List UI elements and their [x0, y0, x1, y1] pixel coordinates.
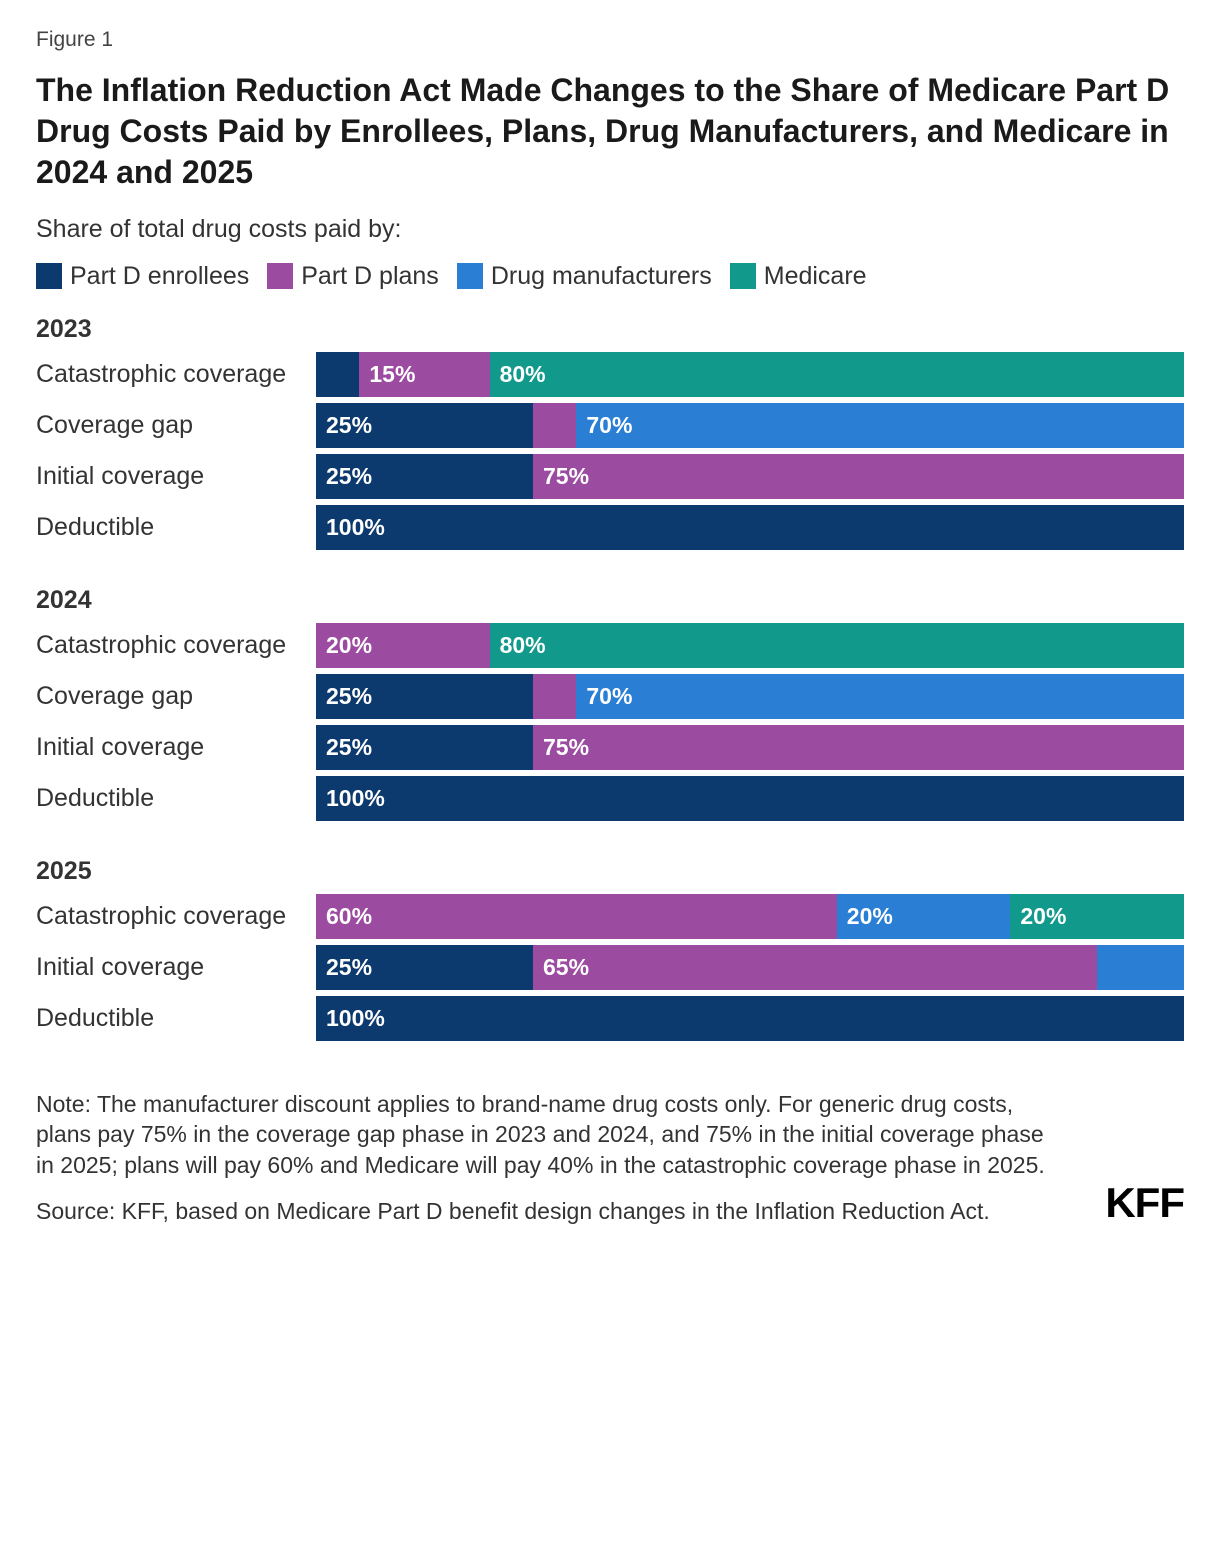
legend-item: Drug manufacturers: [457, 262, 712, 291]
bar-segment-medicare: 80%: [490, 352, 1184, 397]
bar-segment-medicare: 80%: [490, 623, 1184, 668]
stacked-bar: 25% 70%: [316, 403, 1184, 448]
legend-item: Medicare: [730, 262, 867, 291]
bar-segment-manufacturers: 70%: [576, 403, 1184, 448]
bar-row: Deductible100%: [36, 776, 1184, 821]
year-group: 2023Catastrophic coverage15%80%Coverage …: [36, 315, 1184, 550]
bar-row: Catastrophic coverage15%80%: [36, 352, 1184, 397]
legend-swatch: [36, 263, 62, 289]
stacked-bar: 15%80%: [316, 352, 1184, 397]
stacked-bar: 25% 70%: [316, 674, 1184, 719]
bar-segment-enrollees: 25%: [316, 674, 533, 719]
year-group: 2025Catastrophic coverage60%20%20%Initia…: [36, 857, 1184, 1041]
bar-segment-enrollees: 25%: [316, 725, 533, 770]
stacked-bar: 25%75%: [316, 725, 1184, 770]
legend-label: Part D plans: [301, 262, 439, 291]
bar-segment-manufacturers: 70%: [576, 674, 1184, 719]
year-label: 2025: [36, 857, 1184, 886]
bar-row: Initial coverage25%65%: [36, 945, 1184, 990]
bar-segment-enrollees: 25%: [316, 403, 533, 448]
bar-segment-enrollees: 25%: [316, 454, 533, 499]
bar-segment-enrollees: 100%: [316, 505, 1184, 550]
row-label: Catastrophic coverage: [36, 360, 316, 389]
row-label: Deductible: [36, 513, 316, 542]
bar-segment-enrollees: 25%: [316, 945, 533, 990]
stacked-bar: 25%75%: [316, 454, 1184, 499]
bar-row: Initial coverage25%75%: [36, 454, 1184, 499]
stacked-bar: 60%20%20%: [316, 894, 1184, 939]
row-label: Coverage gap: [36, 682, 316, 711]
chart-title: The Inflation Reduction Act Made Changes…: [36, 70, 1184, 193]
bar-segment-plans: 75%: [533, 454, 1184, 499]
legend-swatch: [267, 263, 293, 289]
chart-subtitle: Share of total drug costs paid by:: [36, 215, 1184, 244]
legend-label: Part D enrollees: [70, 262, 249, 291]
legend-item: Part D plans: [267, 262, 439, 291]
bar-row: Deductible100%: [36, 996, 1184, 1041]
footer: Note: The manufacturer discount applies …: [36, 1089, 1184, 1225]
row-label: Initial coverage: [36, 462, 316, 491]
kff-logo: KFF: [1105, 1179, 1184, 1227]
bar-segment-manufacturers: [1097, 945, 1184, 990]
row-label: Deductible: [36, 784, 316, 813]
chart-area: 2023Catastrophic coverage15%80%Coverage …: [36, 315, 1184, 1041]
bar-segment-plans: 65%: [533, 945, 1097, 990]
stacked-bar: 100%: [316, 996, 1184, 1041]
row-label: Deductible: [36, 1004, 316, 1033]
bar-segment-plans: [533, 403, 576, 448]
legend: Part D enrollees Part D plans Drug manufac…: [36, 262, 1184, 291]
source-line: Source: KFF, based on Medicare Part D be…: [36, 1198, 1064, 1225]
bar-segment-enrollees: 100%: [316, 996, 1184, 1041]
bar-segment-plans: [533, 674, 576, 719]
bar-row: Coverage gap25% 70%: [36, 403, 1184, 448]
footnote: Note: The manufacturer discount applies …: [36, 1089, 1064, 1180]
bar-segment-manufacturers: 20%: [837, 894, 1011, 939]
bar-segment-enrollees: [316, 352, 359, 397]
row-label: Catastrophic coverage: [36, 902, 316, 931]
bar-segment-enrollees: 100%: [316, 776, 1184, 821]
bar-row: Catastrophic coverage20%80%: [36, 623, 1184, 668]
figure-label: Figure 1: [36, 28, 1184, 52]
row-label: Initial coverage: [36, 953, 316, 982]
year-label: 2023: [36, 315, 1184, 344]
row-label: Initial coverage: [36, 733, 316, 762]
bar-segment-medicare: 20%: [1010, 894, 1184, 939]
legend-label: Medicare: [764, 262, 867, 291]
year-label: 2024: [36, 586, 1184, 615]
bar-segment-plans: 15%: [359, 352, 489, 397]
stacked-bar: 20%80%: [316, 623, 1184, 668]
stacked-bar: 25%65%: [316, 945, 1184, 990]
legend-item: Part D enrollees: [36, 262, 249, 291]
legend-swatch: [730, 263, 756, 289]
row-label: Coverage gap: [36, 411, 316, 440]
bar-row: Initial coverage25%75%: [36, 725, 1184, 770]
bar-segment-plans: 75%: [533, 725, 1184, 770]
stacked-bar: 100%: [316, 505, 1184, 550]
row-label: Catastrophic coverage: [36, 631, 316, 660]
bar-row: Catastrophic coverage60%20%20%: [36, 894, 1184, 939]
bar-segment-plans: 60%: [316, 894, 837, 939]
bar-row: Coverage gap25% 70%: [36, 674, 1184, 719]
bar-row: Deductible100%: [36, 505, 1184, 550]
legend-swatch: [457, 263, 483, 289]
year-group: 2024Catastrophic coverage20%80%Coverage …: [36, 586, 1184, 821]
stacked-bar: 100%: [316, 776, 1184, 821]
bar-segment-plans: 20%: [316, 623, 490, 668]
legend-label: Drug manufacturers: [491, 262, 712, 291]
